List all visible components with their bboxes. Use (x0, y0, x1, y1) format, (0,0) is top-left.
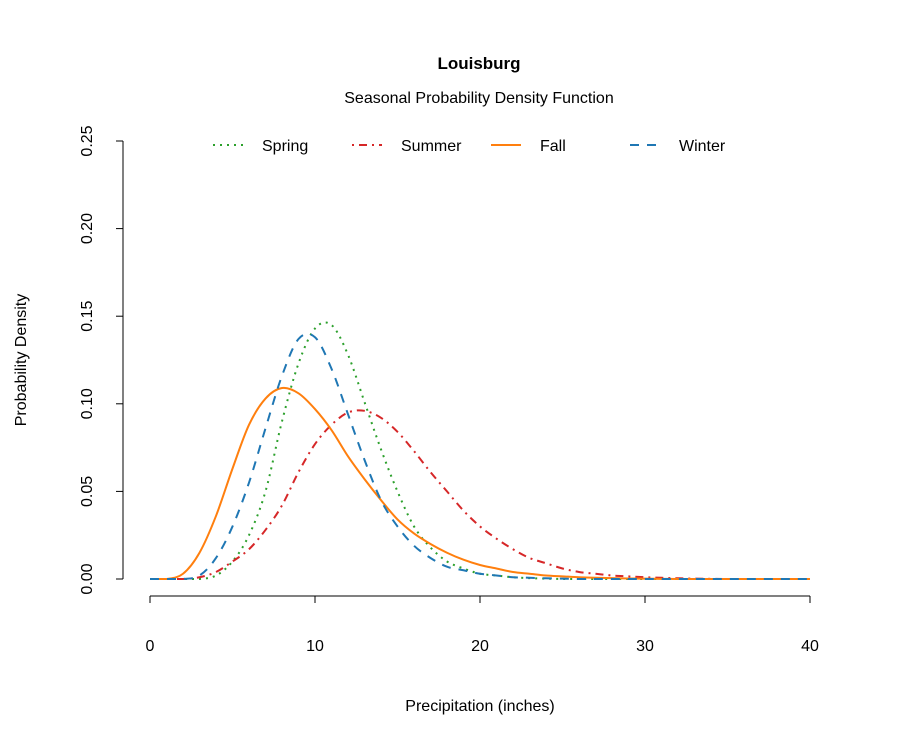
y-tick-label: 0.00 (79, 563, 96, 594)
series-line-winter (150, 332, 810, 580)
axes: 0.00 0.05 0.10 0.15 0.20 0.25 0 10 20 30 40 (79, 125, 819, 655)
legend-label-fall: Fall (540, 138, 566, 155)
x-tick-label: 40 (801, 638, 819, 655)
y-tick-label: 0.25 (79, 125, 96, 156)
x-tick-label: 20 (471, 638, 489, 655)
series-line-spring (150, 321, 810, 580)
series-group (150, 321, 810, 580)
chart-subtitle: Seasonal Probability Density Function (344, 90, 613, 107)
x-tick-label: 30 (636, 638, 654, 655)
y-axis-label: Probability Density (13, 294, 30, 427)
series-line-summer (150, 409, 810, 580)
y-tick-label: 0.05 (79, 476, 96, 507)
legend-label-spring: Spring (262, 138, 308, 155)
x-tick-label: 0 (146, 638, 155, 655)
y-tick-label: 0.20 (79, 213, 96, 244)
legend-label-winter: Winter (679, 138, 726, 155)
y-tick-label: 0.10 (79, 388, 96, 419)
y-tick-label: 0.15 (79, 301, 96, 332)
chart-title: Louisburg (437, 54, 520, 73)
legend-label-summer: Summer (401, 138, 462, 155)
legend: Spring Summer Fall Winter (213, 138, 726, 155)
x-tick-label: 10 (306, 638, 324, 655)
x-axis-label: Precipitation (inches) (405, 698, 554, 715)
